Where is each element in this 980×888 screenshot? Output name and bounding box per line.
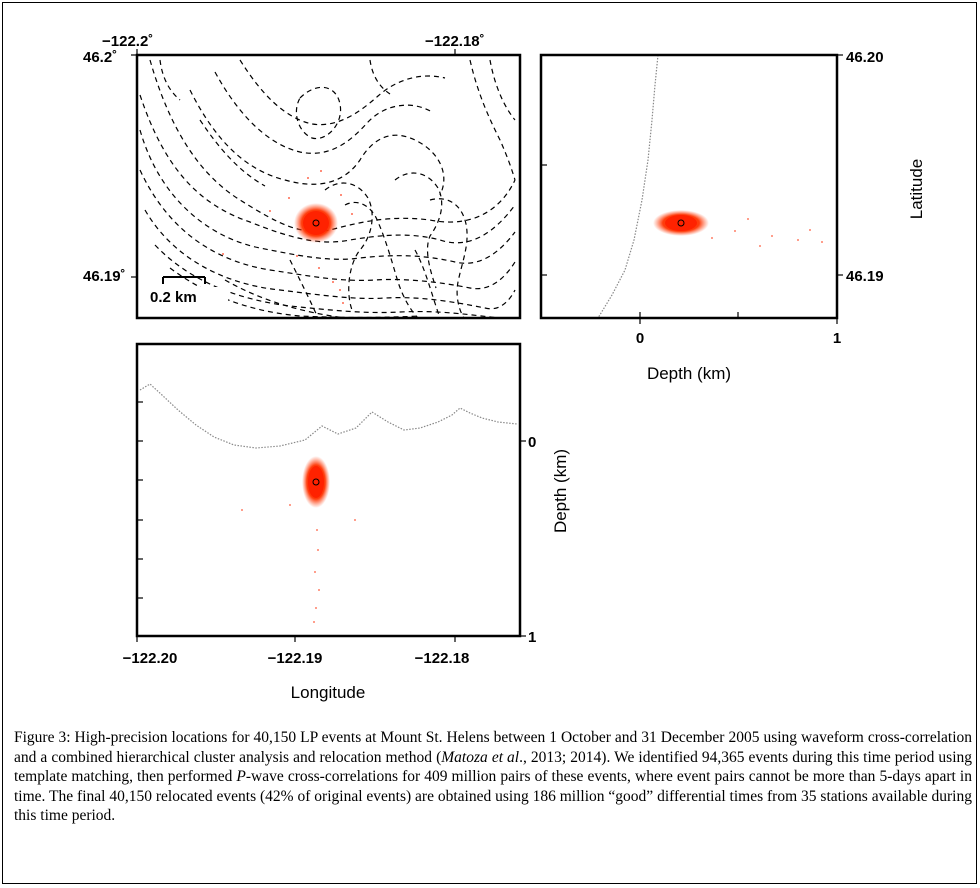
caption-text-1: Figure 3: High-precision locations for 4… xyxy=(14,729,972,766)
caption-p-wave-italic: P xyxy=(236,768,246,785)
lon-depth-xlabel: Longitude xyxy=(291,683,366,702)
caption-text-3: -wave cross-correlations for 409 million… xyxy=(14,768,972,824)
depth-lat-xtick-1: 1 xyxy=(833,330,841,347)
depth-lat-xtick-0: 0 xyxy=(636,330,644,347)
map-panel: 0.2 km −122.2˚ −122.18˚ 46.2˚ 46.19˚ xyxy=(83,33,522,320)
lon-depth-panel: −122.20 −122.19 −122.18 Longitude 0 1 De… xyxy=(123,342,570,702)
map-lon-label-2: −122.18˚ xyxy=(425,33,485,50)
depth-lat-lat-label-1: 46.20 xyxy=(846,49,884,66)
depth-lat-panel: 46.20 46.19 Latitude 0 1 Depth (km) xyxy=(539,49,926,383)
lon-depth-ytick-0: 0 xyxy=(528,434,536,451)
lon-depth-xtick-0: −122.20 xyxy=(123,650,178,667)
lon-depth-xtick-1: −122.19 xyxy=(268,650,323,667)
lon-depth-events xyxy=(241,456,356,623)
map-lat-label-2: 46.19˚ xyxy=(83,268,126,285)
map-panel-border xyxy=(135,53,522,320)
scale-bar-label: 0.2 km xyxy=(150,289,197,306)
depth-lat-panel-border xyxy=(539,53,839,320)
depth-lat-ylabel: Latitude xyxy=(907,159,926,220)
map-contours xyxy=(139,59,516,319)
lon-depth-xtick-2: −122.18 xyxy=(415,650,470,667)
lon-depth-panel-border xyxy=(135,342,522,638)
topography-profile-vertical xyxy=(597,54,659,319)
scale-bar xyxy=(162,276,206,284)
map-lon-label-1: −122.2˚ xyxy=(102,33,153,50)
lon-depth-ytick-1: 1 xyxy=(528,629,536,646)
caption-text-2: ., 2013; 2014). We identified 94,365 eve… xyxy=(14,748,973,786)
caption-citation-italic: Matoza et al xyxy=(441,748,520,766)
depth-lat-events xyxy=(653,210,823,247)
map-events xyxy=(222,170,353,304)
topography-profile-horizontal xyxy=(139,383,518,449)
map-lat-label-1: 46.2˚ xyxy=(83,49,117,66)
depth-lat-lat-label-2: 46.19 xyxy=(846,268,884,285)
figure-canvas: 0.2 km −122.2˚ −122.18˚ 46.2˚ 46.19˚ 46.… xyxy=(83,33,926,702)
lon-depth-ylabel: Depth (km) xyxy=(551,449,570,533)
depth-lat-xlabel: Depth (km) xyxy=(647,364,731,383)
figure-caption: Figure 3: High-precision locations for 4… xyxy=(14,728,972,826)
